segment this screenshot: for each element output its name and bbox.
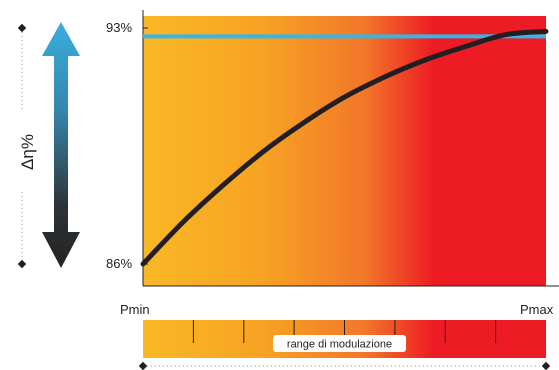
y-axis-label-group: Δη% [14,112,38,192]
delta-guide-marker-top [17,23,27,33]
range-marker-right [541,361,551,370]
range-label-box [273,335,406,352]
y-axis-label: Δη% [18,134,37,170]
x-tick-label-min: Pmin [120,302,150,317]
x-tick-label-max: Pmax [520,302,554,317]
efficiency-curve [140,28,549,267]
delta-guide-marker-bottom [17,259,27,269]
plot-background [143,16,546,286]
range-marker-left [138,361,148,370]
y-tick-label-top: 93% [106,20,132,35]
delta-double-arrow [42,22,80,268]
y-tick-label-bottom: 86% [106,256,132,271]
range-label: range di modulazione [287,339,392,351]
